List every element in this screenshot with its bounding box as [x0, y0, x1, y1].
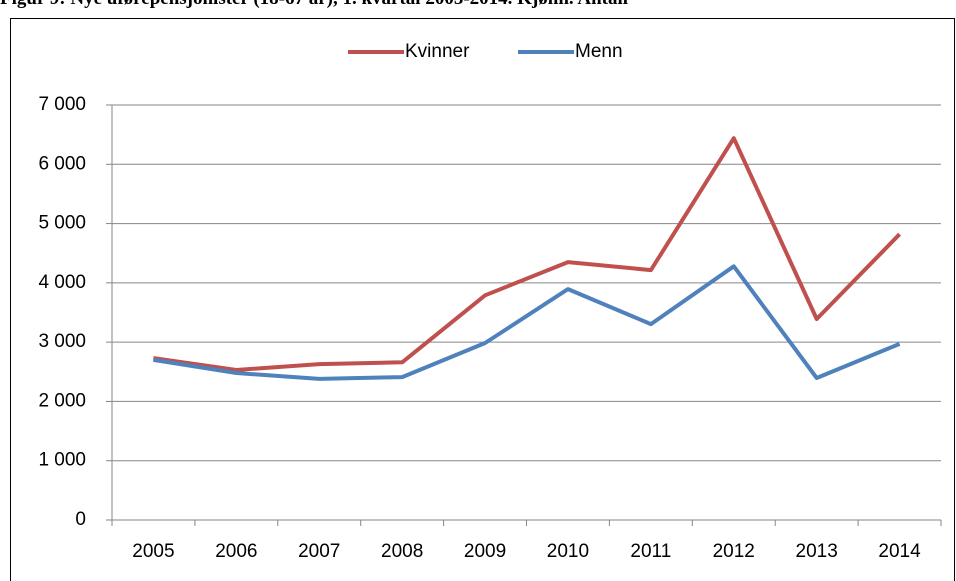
x-tick-label: 2011 — [630, 541, 671, 562]
series-line — [153, 136, 902, 372]
y-tick-label: 0 — [75, 509, 86, 530]
x-tick-label: 2006 — [215, 541, 257, 562]
series-line — [153, 264, 901, 381]
y-tick-label: 3 000 — [38, 331, 86, 352]
y-tick-label: 6 000 — [38, 153, 86, 174]
x-tick-label: 2008 — [381, 541, 423, 562]
x-tick-label: 2013 — [796, 541, 838, 562]
x-tick-label: 2014 — [878, 541, 921, 562]
y-tick-label: 2 000 — [38, 390, 86, 411]
y-tick-label: 5 000 — [38, 213, 86, 234]
legend-label: Kvinner — [405, 41, 470, 62]
y-tick-label: 1 000 — [38, 450, 86, 471]
y-tick-label: 4 000 — [38, 272, 86, 293]
y-tick-label: 7 000 — [38, 94, 86, 115]
x-tick-label: 2007 — [298, 541, 340, 562]
chart-frame — [10, 18, 955, 581]
x-tick-label: 2009 — [464, 541, 506, 562]
x-tick-label: 2010 — [547, 541, 589, 562]
x-tick-label: 2012 — [713, 541, 755, 562]
x-tick-label: 2005 — [132, 541, 174, 562]
legend-label: Menn — [575, 41, 623, 62]
chart-title: Figur 9: Nye uførepensjonister (18-67 år… — [0, 0, 628, 9]
